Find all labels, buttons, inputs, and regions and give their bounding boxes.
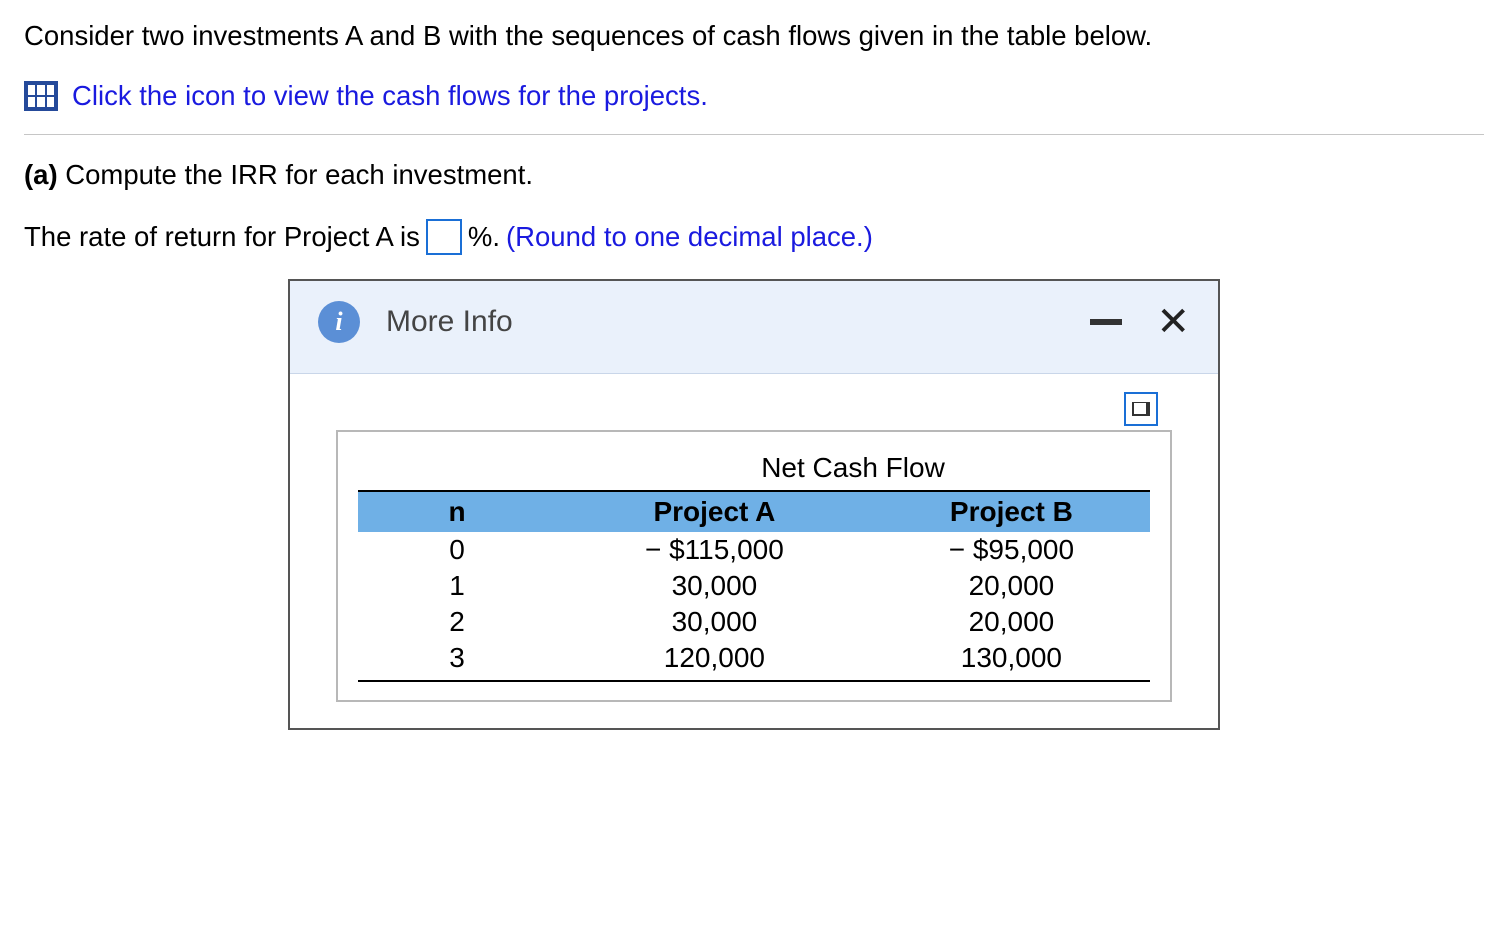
view-cashflows-link[interactable]: Click the icon to view the cash flows fo… <box>24 80 1484 112</box>
col-header-n: n <box>358 491 556 532</box>
part-label: (a) <box>24 159 58 190</box>
col-header-project-a: Project A <box>556 491 873 532</box>
cell-a: 30,000 <box>556 568 873 604</box>
cell-n: 0 <box>358 532 556 568</box>
table-column-headers: n Project A Project B <box>358 491 1150 532</box>
answer-line: The rate of return for Project A is %. (… <box>24 219 1484 255</box>
cashflow-table: Net Cash Flow n Project A Project B 0 − … <box>358 446 1150 682</box>
cell-n: 2 <box>358 604 556 640</box>
table-icon <box>24 81 58 111</box>
cell-b: − $95,000 <box>873 532 1150 568</box>
table-row: 3 120,000 130,000 <box>358 640 1150 681</box>
super-header-label: Net Cash Flow <box>556 446 1150 491</box>
table-row: 1 30,000 20,000 <box>358 568 1150 604</box>
rounding-hint: (Round to one decimal place.) <box>506 221 873 253</box>
link-text: Click the icon to view the cash flows fo… <box>72 80 708 112</box>
answer-suffix: %. <box>468 221 500 253</box>
close-icon[interactable]: ✕ <box>1156 302 1190 342</box>
cell-a: 120,000 <box>556 640 873 681</box>
part-text: Compute the IRR for each investment. <box>58 159 533 190</box>
copy-table-button[interactable] <box>1124 392 1158 426</box>
cell-n: 3 <box>358 640 556 681</box>
cell-n: 1 <box>358 568 556 604</box>
info-icon: i <box>318 301 360 343</box>
modal-header: i More Info ✕ <box>290 281 1218 374</box>
divider <box>24 134 1484 135</box>
table-super-header: Net Cash Flow <box>358 446 1150 491</box>
part-a-prompt: (a) Compute the IRR for each investment. <box>24 159 1484 191</box>
col-header-project-b: Project B <box>873 491 1150 532</box>
problem-intro: Consider two investments A and B with th… <box>24 20 1484 52</box>
copy-icon <box>1132 402 1150 416</box>
answer-prefix: The rate of return for Project A is <box>24 221 420 253</box>
modal-body: Net Cash Flow n Project A Project B 0 − … <box>290 374 1218 728</box>
more-info-modal: i More Info ✕ Net Cash Flow n Pr <box>288 279 1220 730</box>
modal-title: More Info <box>386 305 1090 339</box>
cashflow-table-frame: Net Cash Flow n Project A Project B 0 − … <box>336 430 1172 702</box>
cell-b: 20,000 <box>873 568 1150 604</box>
table-row: 0 − $115,000 − $95,000 <box>358 532 1150 568</box>
cell-a: − $115,000 <box>556 532 873 568</box>
cell-a: 30,000 <box>556 604 873 640</box>
cell-b: 20,000 <box>873 604 1150 640</box>
minimize-icon[interactable] <box>1090 319 1122 325</box>
table-row: 2 30,000 20,000 <box>358 604 1150 640</box>
cell-b: 130,000 <box>873 640 1150 681</box>
irr-project-a-input[interactable] <box>426 219 462 255</box>
